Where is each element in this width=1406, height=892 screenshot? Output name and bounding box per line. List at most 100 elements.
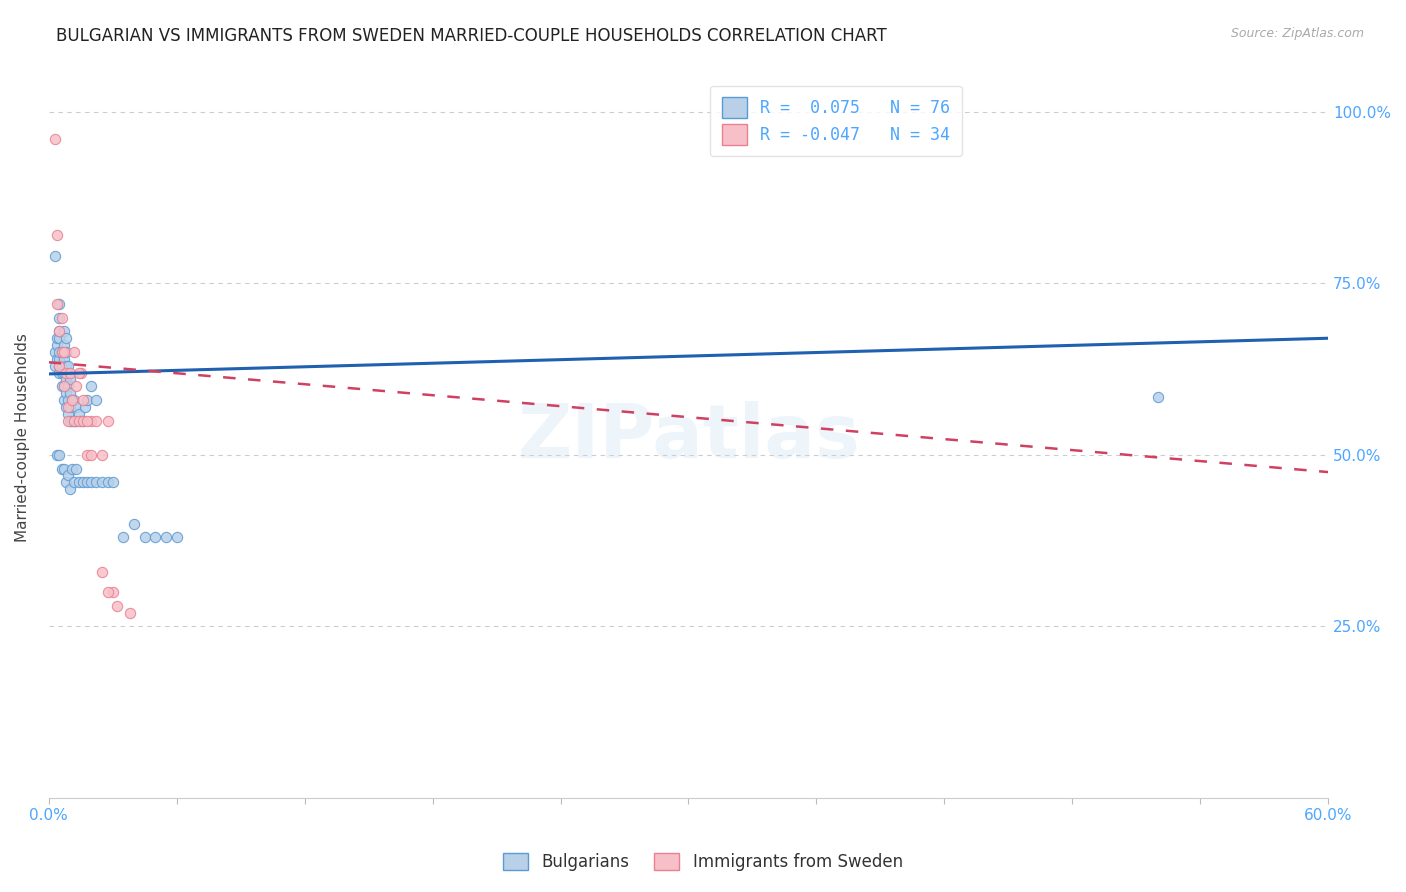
Point bbox=[56, 414, 79, 428]
Point bbox=[55, 366, 77, 380]
Point bbox=[97, 414, 120, 428]
Point bbox=[122, 516, 145, 531]
Point bbox=[51, 310, 73, 325]
Point bbox=[65, 400, 87, 414]
Point bbox=[72, 475, 94, 490]
Point bbox=[80, 475, 103, 490]
Point bbox=[56, 392, 79, 407]
Point bbox=[84, 414, 107, 428]
Point bbox=[48, 366, 70, 380]
Point bbox=[59, 372, 82, 386]
Point bbox=[69, 366, 91, 380]
Point bbox=[56, 400, 79, 414]
Point bbox=[145, 530, 167, 544]
Point bbox=[69, 414, 91, 428]
Point bbox=[63, 392, 86, 407]
Point bbox=[60, 461, 83, 475]
Point bbox=[52, 379, 75, 393]
Point bbox=[52, 345, 75, 359]
Point bbox=[56, 359, 79, 373]
Point bbox=[91, 475, 114, 490]
Point bbox=[155, 530, 177, 544]
Point bbox=[65, 461, 87, 475]
Point bbox=[55, 331, 77, 345]
Point bbox=[97, 475, 120, 490]
Point bbox=[65, 414, 87, 428]
Point bbox=[59, 414, 82, 428]
Point bbox=[48, 331, 70, 345]
Point bbox=[59, 366, 82, 380]
Point bbox=[56, 407, 79, 421]
Point bbox=[80, 448, 103, 462]
Point bbox=[80, 414, 103, 428]
Point bbox=[46, 448, 69, 462]
Point bbox=[48, 310, 70, 325]
Point bbox=[48, 351, 70, 366]
Point bbox=[46, 351, 69, 366]
Point bbox=[51, 345, 73, 359]
Point bbox=[73, 400, 96, 414]
Point bbox=[72, 414, 94, 428]
Point bbox=[56, 379, 79, 393]
Legend: R =  0.075   N = 76, R = -0.047   N = 34: R = 0.075 N = 76, R = -0.047 N = 34 bbox=[710, 86, 962, 156]
Point bbox=[51, 461, 73, 475]
Point bbox=[48, 345, 70, 359]
Text: Source: ZipAtlas.com: Source: ZipAtlas.com bbox=[1230, 27, 1364, 40]
Point bbox=[55, 345, 77, 359]
Point bbox=[56, 468, 79, 483]
Point bbox=[55, 359, 77, 373]
Point bbox=[46, 297, 69, 311]
Point bbox=[76, 448, 98, 462]
Point bbox=[67, 414, 90, 428]
Point bbox=[44, 132, 66, 146]
Point bbox=[46, 331, 69, 345]
Point bbox=[52, 351, 75, 366]
Point bbox=[1146, 390, 1168, 404]
Text: BULGARIAN VS IMMIGRANTS FROM SWEDEN MARRIED-COUPLE HOUSEHOLDS CORRELATION CHART: BULGARIAN VS IMMIGRANTS FROM SWEDEN MARR… bbox=[56, 27, 887, 45]
Point bbox=[55, 475, 77, 490]
Point bbox=[52, 392, 75, 407]
Point bbox=[63, 345, 86, 359]
Point bbox=[101, 475, 124, 490]
Point bbox=[60, 414, 83, 428]
Point bbox=[59, 482, 82, 496]
Point bbox=[52, 379, 75, 393]
Point bbox=[52, 324, 75, 338]
Point bbox=[48, 324, 70, 338]
Point bbox=[55, 386, 77, 401]
Point bbox=[72, 392, 94, 407]
Point bbox=[51, 379, 73, 393]
Point bbox=[52, 338, 75, 352]
Point bbox=[44, 249, 66, 263]
Point bbox=[67, 407, 90, 421]
Point bbox=[112, 530, 135, 544]
Point bbox=[105, 599, 128, 613]
Point bbox=[76, 414, 98, 428]
Point bbox=[48, 297, 70, 311]
Point bbox=[72, 414, 94, 428]
Point bbox=[51, 366, 73, 380]
Point bbox=[84, 475, 107, 490]
Point bbox=[52, 461, 75, 475]
Point bbox=[67, 475, 90, 490]
Point bbox=[60, 392, 83, 407]
Point bbox=[67, 366, 90, 380]
Point bbox=[44, 345, 66, 359]
Point bbox=[76, 475, 98, 490]
Point bbox=[63, 475, 86, 490]
Point bbox=[97, 585, 120, 599]
Point bbox=[52, 366, 75, 380]
Point bbox=[166, 530, 188, 544]
Point bbox=[63, 414, 86, 428]
Point bbox=[48, 448, 70, 462]
Point bbox=[60, 392, 83, 407]
Point bbox=[44, 359, 66, 373]
Point bbox=[51, 359, 73, 373]
Point bbox=[101, 585, 124, 599]
Y-axis label: Married-couple Households: Married-couple Households bbox=[15, 334, 30, 542]
Point bbox=[91, 565, 114, 579]
Legend: Bulgarians, Immigrants from Sweden: Bulgarians, Immigrants from Sweden bbox=[495, 845, 911, 880]
Point bbox=[59, 386, 82, 401]
Point bbox=[46, 228, 69, 243]
Point bbox=[55, 372, 77, 386]
